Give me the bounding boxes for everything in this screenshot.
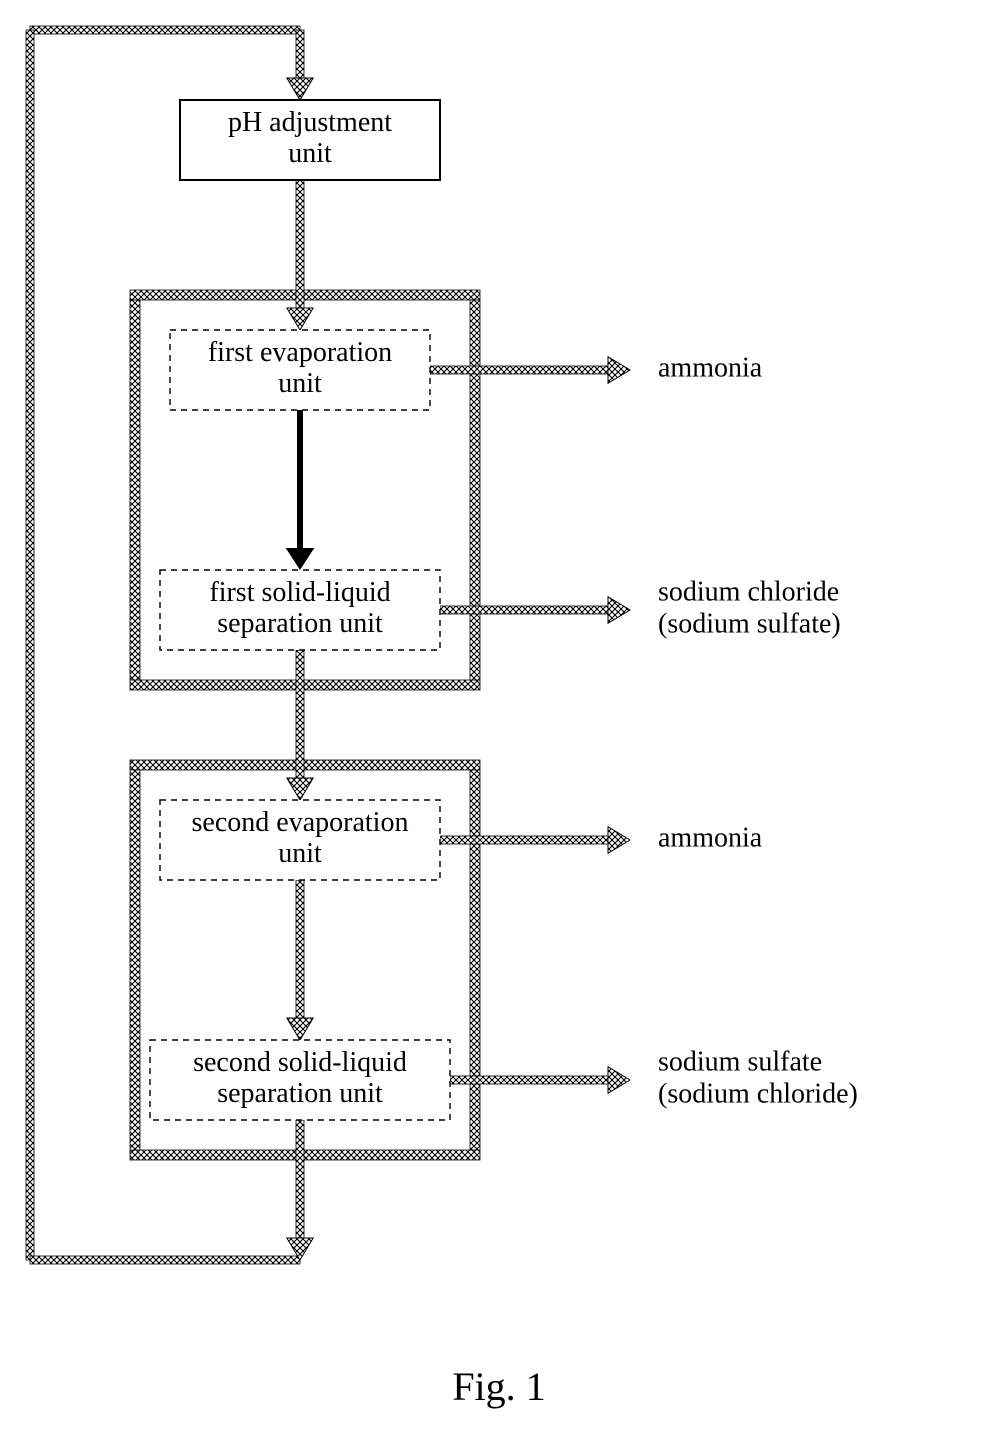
svg-text:sodium sulfate: sodium sulfate: [658, 1046, 822, 1077]
svg-text:unit: unit: [278, 368, 322, 399]
svg-text:separation unit: separation unit: [217, 608, 383, 639]
svg-text:second evaporation: second evaporation: [192, 807, 409, 838]
svg-text:Fig. 1: Fig. 1: [452, 1364, 545, 1409]
svg-text:second solid-liquid: second solid-liquid: [193, 1047, 407, 1078]
svg-text:pH adjustment: pH adjustment: [228, 107, 392, 138]
svg-text:first solid-liquid: first solid-liquid: [209, 577, 390, 608]
svg-text:ammonia: ammonia: [658, 822, 763, 853]
svg-text:unit: unit: [278, 838, 322, 869]
svg-text:(sodium sulfate): (sodium sulfate): [658, 609, 841, 640]
svg-text:first evaporation: first evaporation: [208, 337, 392, 368]
svg-text:separation unit: separation unit: [217, 1078, 383, 1109]
svg-text:ammonia: ammonia: [658, 352, 763, 383]
svg-text:unit: unit: [288, 138, 332, 169]
svg-text:sodium chloride: sodium chloride: [658, 576, 839, 607]
svg-text:(sodium chloride): (sodium chloride): [658, 1079, 858, 1110]
